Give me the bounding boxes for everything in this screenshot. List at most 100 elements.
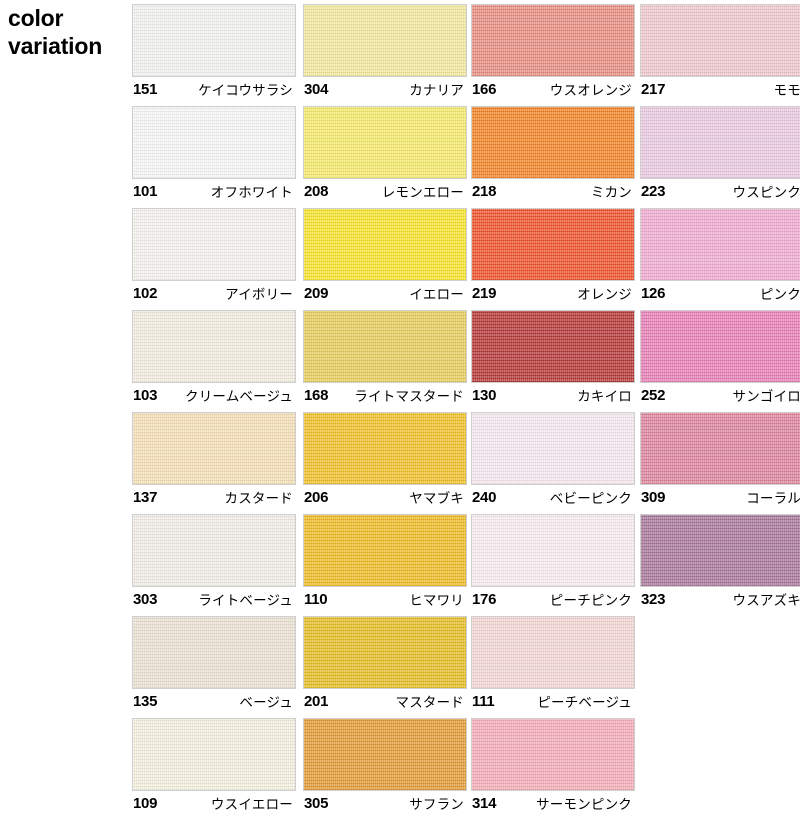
- swatch-name: サーモンピンク: [536, 797, 632, 812]
- swatch-code: 314: [472, 794, 497, 812]
- swatch-caption: 109 ウスイエロー: [132, 792, 298, 814]
- swatch-caption: 102 アイボリー: [132, 282, 298, 304]
- color-chip[interactable]: [303, 616, 467, 689]
- swatch-caption: 314 サーモンピンク: [471, 792, 637, 814]
- swatch-code: 151: [133, 80, 158, 98]
- swatch-caption: 176 ピーチピンク: [471, 588, 637, 610]
- color-chip[interactable]: [303, 718, 467, 791]
- color-chip[interactable]: [640, 412, 800, 485]
- color-chip[interactable]: [640, 514, 800, 587]
- swatch-name: ウスアズキ: [732, 593, 800, 608]
- swatch-cell[interactable]: 151 ケイコウサラシ: [132, 4, 298, 101]
- swatch-caption: 218 ミカン: [471, 180, 637, 202]
- color-chip[interactable]: [471, 718, 635, 791]
- swatch-cell[interactable]: 323 ウスアズキ: [640, 514, 800, 611]
- swatch-code: 219: [472, 284, 497, 302]
- swatch-code: 208: [304, 182, 329, 200]
- swatch-name: コーラル: [746, 491, 800, 506]
- swatch-caption: 240 ベビーピンク: [471, 486, 637, 508]
- color-chip[interactable]: [132, 412, 296, 485]
- swatch-cell[interactable]: 110 ヒマワリ: [303, 514, 469, 611]
- color-chip[interactable]: [132, 310, 296, 383]
- swatch-code: 126: [641, 284, 666, 302]
- swatch-caption: 209 イエロー: [303, 282, 469, 304]
- swatch-cell[interactable]: 102 アイボリー: [132, 208, 298, 305]
- swatch-cell[interactable]: 209 イエロー: [303, 208, 469, 305]
- swatch-cell[interactable]: 126 ピンク: [640, 208, 800, 305]
- swatch-cell[interactable]: 223 ウスピンク: [640, 106, 800, 203]
- swatch-cell[interactable]: 206 ヤマブキ: [303, 412, 469, 509]
- swatch-cell[interactable]: 111 ピーチベージュ: [471, 616, 637, 713]
- color-chip[interactable]: [471, 514, 635, 587]
- color-chip[interactable]: [471, 412, 635, 485]
- color-chip[interactable]: [132, 718, 296, 791]
- swatch-cell[interactable]: 166 ウスオレンジ: [471, 4, 637, 101]
- color-chip[interactable]: [132, 514, 296, 587]
- swatch-name: カキイロ: [577, 389, 632, 404]
- swatch-code: 135: [133, 692, 158, 710]
- color-chip[interactable]: [303, 412, 467, 485]
- swatch-name: ライトベージュ: [198, 593, 293, 608]
- swatch-cell[interactable]: 304 カナリア: [303, 4, 469, 101]
- color-chip[interactable]: [471, 208, 635, 281]
- color-chip[interactable]: [640, 106, 800, 179]
- swatch-code: 223: [641, 182, 666, 200]
- color-chip[interactable]: [132, 4, 296, 77]
- swatch-name: ピンク: [759, 287, 800, 302]
- swatch-name: ヒマワリ: [409, 593, 464, 608]
- swatch-name: カスタード: [224, 491, 293, 506]
- swatch-cell[interactable]: 303 ライトベージュ: [132, 514, 298, 611]
- swatch-code: 218: [472, 182, 497, 200]
- swatch-caption: 126 ピンク: [640, 282, 800, 304]
- swatch-name: ヤマブキ: [409, 491, 464, 506]
- swatch-caption: 135 ベージュ: [132, 690, 298, 712]
- color-chip[interactable]: [303, 514, 467, 587]
- swatch-caption: 103 クリームベージュ: [132, 384, 298, 406]
- swatch-cell[interactable]: 135 ベージュ: [132, 616, 298, 713]
- swatch-code: 110: [304, 590, 328, 608]
- swatch-code: 309: [641, 488, 666, 506]
- color-chip[interactable]: [640, 208, 800, 281]
- swatch-cell[interactable]: 217 モモ: [640, 4, 800, 101]
- swatch-cell[interactable]: 176 ピーチピンク: [471, 514, 637, 611]
- color-chip[interactable]: [132, 106, 296, 179]
- swatch-cell[interactable]: 240 ベビーピンク: [471, 412, 637, 509]
- swatch-caption: 217 モモ: [640, 78, 800, 100]
- swatch-cell[interactable]: 208 レモンエロー: [303, 106, 469, 203]
- swatch-cell[interactable]: 101 オフホワイト: [132, 106, 298, 203]
- swatch-cell[interactable]: 168 ライトマスタード: [303, 310, 469, 407]
- swatch-caption: 303 ライトベージュ: [132, 588, 298, 610]
- color-chip[interactable]: [303, 310, 467, 383]
- swatch-cell[interactable]: 109 ウスイエロー: [132, 718, 298, 815]
- swatch-cell[interactable]: 201 マスタード: [303, 616, 469, 713]
- swatch-cell[interactable]: 309 コーラル: [640, 412, 800, 509]
- swatch-cell[interactable]: 218 ミカン: [471, 106, 637, 203]
- swatch-cell[interactable]: 314 サーモンピンク: [471, 718, 637, 815]
- swatch-cell[interactable]: 137 カスタード: [132, 412, 298, 509]
- color-chip[interactable]: [303, 208, 467, 281]
- swatch-cell[interactable]: 103 クリームベージュ: [132, 310, 298, 407]
- swatch-caption: 151 ケイコウサラシ: [132, 78, 298, 100]
- color-chip[interactable]: [471, 310, 635, 383]
- color-chip[interactable]: [132, 208, 296, 281]
- swatch-cell[interactable]: 305 サフラン: [303, 718, 469, 815]
- swatch-name: オフホワイト: [210, 185, 293, 200]
- color-chip[interactable]: [471, 4, 635, 77]
- swatch-code: 252: [641, 386, 666, 404]
- color-chip[interactable]: [640, 310, 800, 383]
- swatch-cell[interactable]: 130 カキイロ: [471, 310, 637, 407]
- swatch-cell[interactable]: 252 サンゴイロ: [640, 310, 800, 407]
- color-chip[interactable]: [640, 4, 800, 77]
- color-chip[interactable]: [471, 106, 635, 179]
- swatch-caption: 130 カキイロ: [471, 384, 637, 406]
- color-chip[interactable]: [303, 106, 467, 179]
- color-chip[interactable]: [471, 616, 635, 689]
- swatch-cell[interactable]: 219 オレンジ: [471, 208, 637, 305]
- color-chip[interactable]: [303, 4, 467, 77]
- swatch-caption: 111 ピーチベージュ: [471, 690, 637, 712]
- swatch-name: マスタード: [395, 695, 464, 710]
- color-chip[interactable]: [132, 616, 296, 689]
- swatch-name: レモンエロー: [381, 185, 464, 200]
- swatch-code: 176: [472, 590, 497, 608]
